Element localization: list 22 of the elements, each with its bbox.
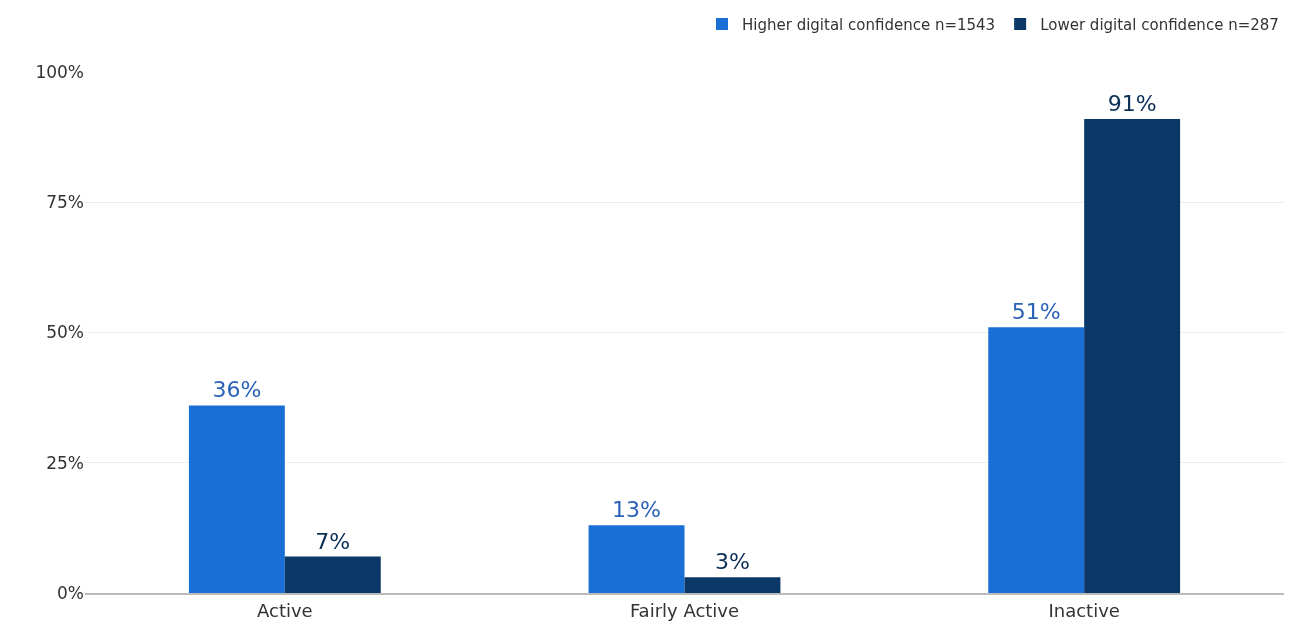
x-tick-label: Fairly Active — [629, 599, 740, 621]
bar — [588, 525, 685, 593]
y-tick-label: 25% — [46, 452, 84, 473]
data-label: 51% — [1011, 299, 1061, 325]
data-label: 36% — [212, 377, 262, 403]
data-label: 91% — [1107, 90, 1157, 116]
y-tick-label: 0% — [57, 582, 84, 603]
bar — [188, 405, 285, 593]
x-tick-label: Inactive — [1048, 599, 1120, 621]
y-tick-label: 50% — [46, 322, 84, 343]
bar — [988, 327, 1085, 593]
legend-label: Higher digital confidence n=1543 — [742, 15, 996, 34]
data-label: 3% — [715, 549, 750, 575]
x-tick-label: Active — [256, 599, 313, 621]
y-tick-label: 75% — [46, 192, 84, 213]
data-label: 7% — [315, 528, 351, 554]
data-label: 13% — [612, 497, 661, 523]
bar — [1084, 118, 1181, 593]
y-tick-label: 100% — [35, 61, 84, 82]
bar — [284, 556, 381, 593]
legend-label: Lower digital confidence n=287 — [1040, 15, 1279, 34]
bar — [684, 577, 781, 593]
